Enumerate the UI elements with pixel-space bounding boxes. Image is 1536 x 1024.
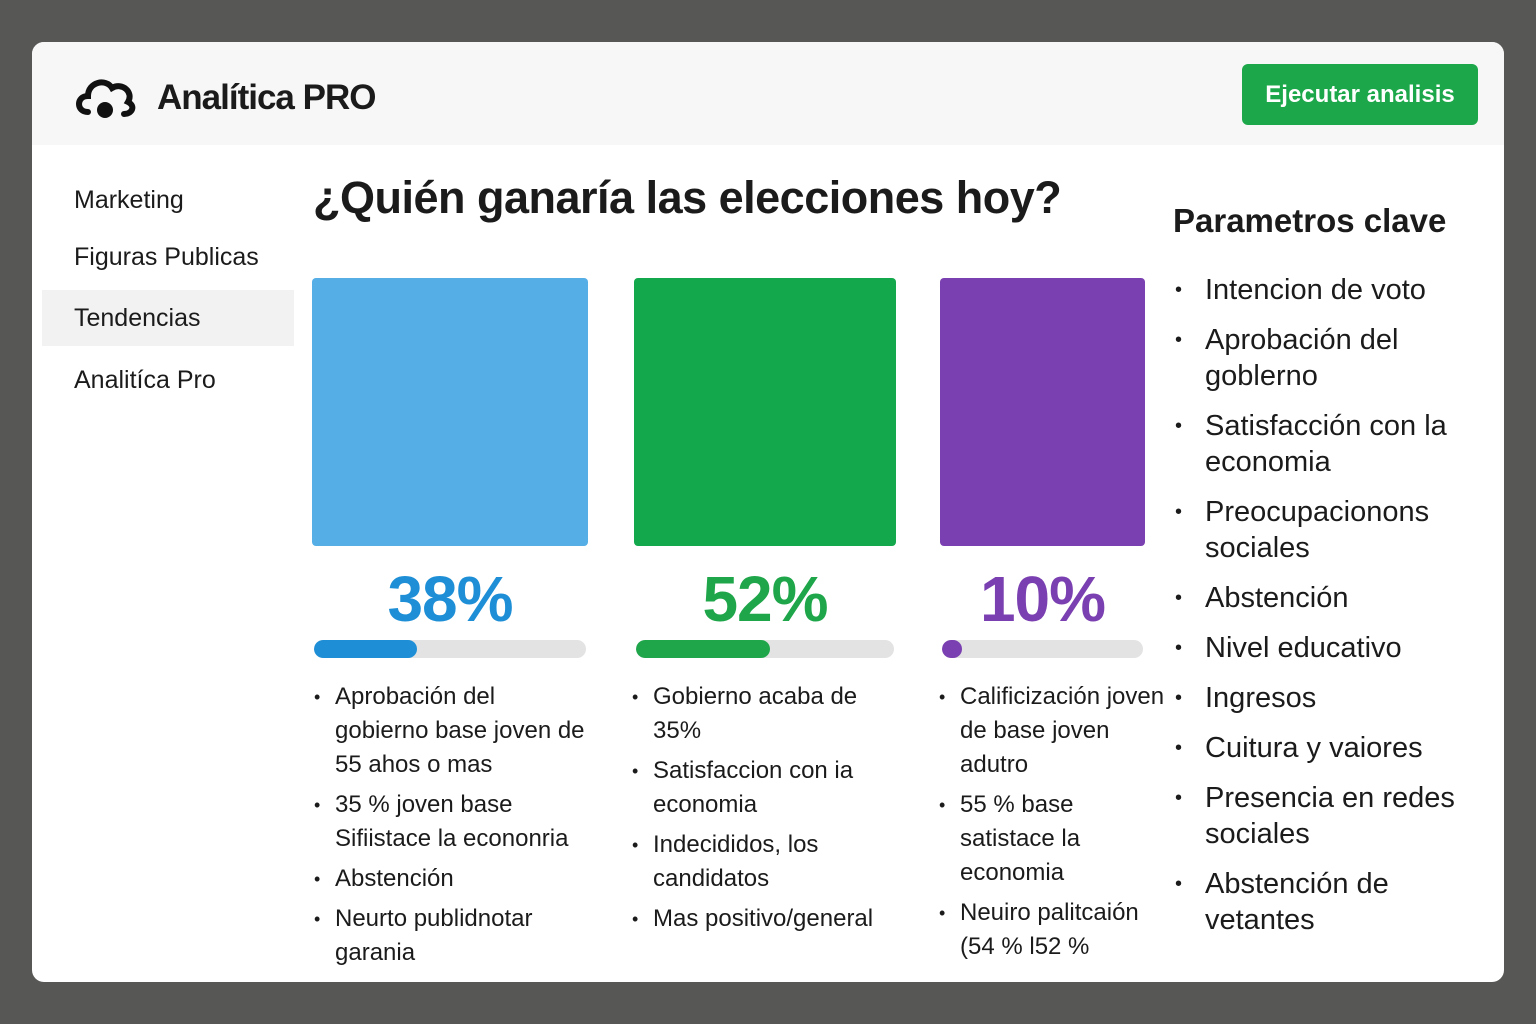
bullet-item: Gobierno acaba de 35% <box>632 680 903 748</box>
progress-fill <box>314 640 418 658</box>
param-item: Abstención de vetantes <box>1175 866 1480 938</box>
percent-label: 52% <box>702 563 828 635</box>
bullet-item: Satisfaccion con ia economia <box>632 754 903 822</box>
param-item: Nivel educativo <box>1175 630 1480 666</box>
param-item: Abstención <box>1175 580 1480 616</box>
bullet-item: Aprobación del gobierno base joven de 55… <box>314 680 587 782</box>
bullet-item: Indecididos, los candidatos <box>632 828 903 896</box>
param-item: Ingresos <box>1175 680 1480 716</box>
bullet-list: Calificización joven de base joven adutr… <box>939 680 1165 970</box>
progress-fill <box>942 640 963 658</box>
window: Analítica PRO Ejecutar analisis ¿Quién g… <box>32 42 1504 982</box>
param-item: Cuitura y vaiores <box>1175 730 1480 766</box>
bullet-item: Calificización joven de base joven adutr… <box>939 680 1165 782</box>
color-block <box>634 278 896 546</box>
param-item: Intencion de voto <box>1175 272 1480 308</box>
param-item: Satisfacción con la economia <box>1175 408 1480 480</box>
header: Analítica PRO Ejecutar analisis <box>32 42 1504 145</box>
params-title: Parametros clave <box>1173 202 1447 239</box>
bullet-list: Aprobación del gobierno base joven de 55… <box>314 680 587 976</box>
bullet-list: Gobierno acaba de 35%Satisfaccion con ia… <box>632 680 903 942</box>
bullet-item: 35 % joven base Sifiistace la econonria <box>314 788 587 856</box>
param-item: Preocupacionons sociales <box>1175 494 1480 566</box>
logo-icon <box>76 79 136 118</box>
main-title: ¿Quién ganaría las elecciones hoy? <box>313 172 1062 223</box>
progress-track <box>314 640 586 658</box>
nav-item[interactable]: Marketing <box>74 186 184 214</box>
param-item: Aprobación del goblerno <box>1175 322 1480 394</box>
nav-item[interactable]: Analitíca Pro <box>74 366 216 394</box>
color-block <box>312 278 588 546</box>
percent-label: 10% <box>979 563 1106 635</box>
app-title: Analítica PRO <box>157 78 376 117</box>
run-button[interactable]: Ejecutar analisis <box>1242 64 1478 125</box>
params-list: Intencion de voto Aprobación del goblerno… <box>1175 272 1480 952</box>
nav-item[interactable]: Figuras Publicas <box>74 243 259 271</box>
progress-fill <box>636 640 771 658</box>
percent-label: 38% <box>387 563 513 635</box>
bullet-item: Neuiro palitcaión (54 % l52 % <box>939 896 1165 964</box>
param-item: Presencia en redes sociales <box>1175 780 1480 852</box>
color-block <box>940 278 1145 546</box>
bullet-item: 55 % base satistace la economia <box>939 788 1165 890</box>
bullet-item: Mas positivo/general <box>632 902 903 936</box>
bullet-item: Neurto publidnotar garania <box>314 902 587 970</box>
progress-track <box>942 640 1143 658</box>
progress-track <box>636 640 894 658</box>
bullet-item: Abstención <box>314 862 587 896</box>
nav-item[interactable]: Tendencias <box>42 290 294 346</box>
